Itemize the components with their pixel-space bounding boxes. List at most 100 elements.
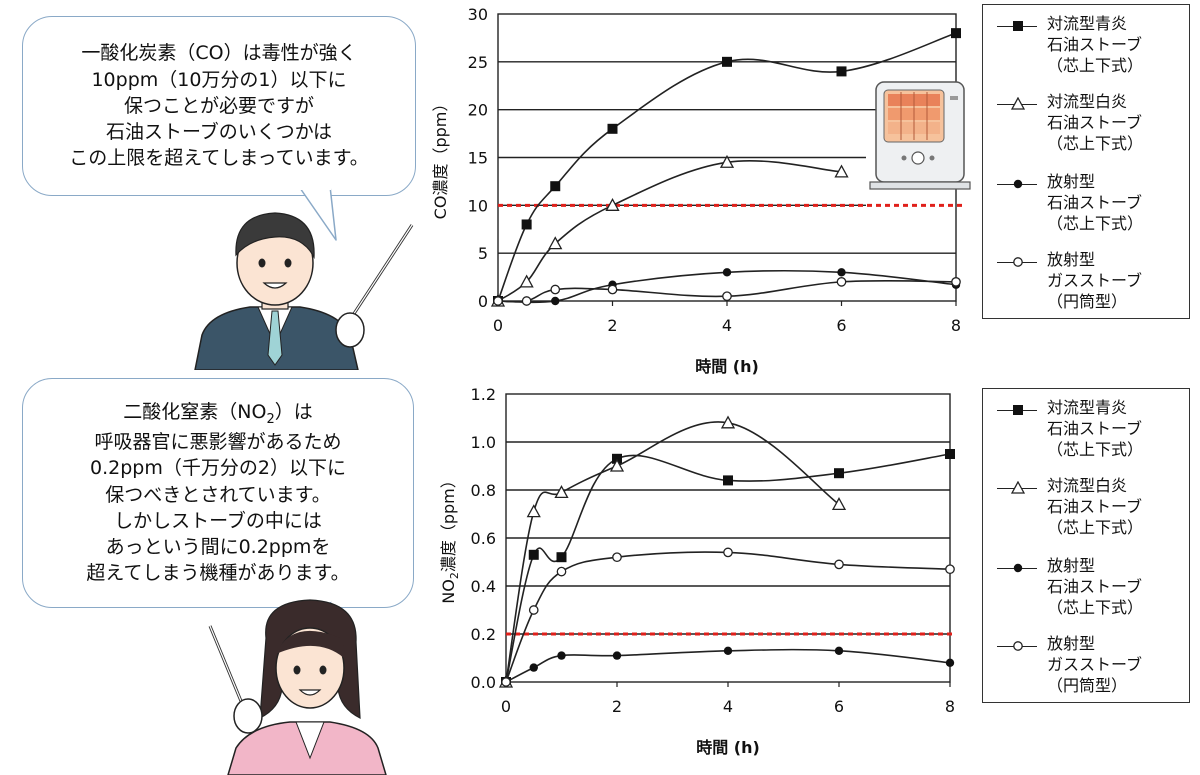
no2-concentration-chart: 0.0 0.2 0.4 0.6 0.8 1.0 1.2 0 2 4 6 8 時間 (h) NO2濃度（pp… bbox=[439, 385, 956, 757]
data-point-open-circle bbox=[607, 284, 618, 295]
data-point-open-circle bbox=[556, 566, 567, 577]
data-point-open-triangle bbox=[554, 485, 569, 499]
legend-label: 対流型青炎 石油ストーブ （芯上下式） bbox=[1047, 398, 1144, 459]
legend-marker-shape bbox=[1011, 97, 1025, 110]
data-point-filled-square bbox=[556, 552, 567, 563]
data-point-filled-circle bbox=[557, 651, 566, 660]
data-point-open-circle bbox=[836, 277, 847, 287]
data-point-filled-circle bbox=[722, 268, 732, 277]
legend-marker-filled-circle bbox=[1013, 179, 1023, 189]
x-tick-label: 2 bbox=[612, 697, 622, 716]
x-tick-label: 0 bbox=[493, 316, 503, 335]
series-filled-circle bbox=[501, 646, 955, 687]
data-point-filled-square bbox=[550, 181, 561, 192]
y-tick-label: 25 bbox=[468, 53, 488, 72]
series-line bbox=[505, 421, 840, 683]
y-tick-label: 0 bbox=[478, 292, 488, 311]
data-point-filled-square bbox=[834, 468, 844, 479]
legend-label: 対流型青炎 石油ストーブ （芯上下式） bbox=[1047, 14, 1144, 75]
data-point-open-circle bbox=[722, 291, 732, 302]
legend-marker-open-triangle bbox=[1011, 481, 1025, 494]
legend-marker-shape bbox=[1013, 257, 1023, 267]
data-point-filled-square bbox=[836, 66, 847, 77]
legend-label: 対流型白炎 石油ストーブ （芯上下式） bbox=[1047, 476, 1144, 537]
series-line bbox=[497, 159, 842, 302]
data-point-filled-square bbox=[528, 549, 539, 560]
x-tick-label: 2 bbox=[607, 316, 617, 335]
x-axis-label: 時間 (h) bbox=[695, 357, 759, 376]
series-open-circle bbox=[493, 277, 961, 306]
legend-marker-filled-square bbox=[1013, 21, 1023, 31]
no2-speech-bubble: 二酸化窒素（NO2）は 呼吸器官に悪影響があるため 0.2ppm（千万分の2）以… bbox=[22, 378, 414, 608]
legend-marker-filled-circle bbox=[1013, 563, 1023, 573]
data-point-open-circle bbox=[612, 552, 622, 563]
data-point-filled-square bbox=[951, 28, 961, 39]
x-tick-label: 6 bbox=[836, 316, 846, 335]
data-point-open-circle bbox=[493, 296, 503, 306]
legend-marker-filled-square bbox=[1013, 405, 1023, 415]
series-open-circle bbox=[501, 547, 955, 687]
data-point-open-circle bbox=[501, 677, 511, 687]
y-tick-label: 0.0 bbox=[471, 673, 496, 692]
data-point-open-triangle bbox=[605, 197, 620, 211]
data-point-open-circle bbox=[521, 296, 532, 306]
data-point-open-triangle bbox=[831, 497, 847, 511]
y-tick-label: 0.4 bbox=[471, 577, 496, 596]
legend-marker-open-circle bbox=[1013, 257, 1023, 267]
data-point-filled-square bbox=[945, 449, 955, 459]
x-tick-label: 8 bbox=[951, 316, 961, 335]
x-tick-label: 0 bbox=[501, 697, 511, 716]
x-tick-label: 4 bbox=[723, 697, 733, 716]
data-point-filled-circle bbox=[551, 296, 560, 306]
legend-marker-open-circle bbox=[1013, 641, 1023, 651]
data-point-filled-circle bbox=[837, 268, 846, 277]
data-point-open-circle bbox=[834, 559, 844, 570]
y-axis-label: CO濃度（ppm） bbox=[431, 96, 450, 220]
series-open-triangle bbox=[490, 154, 849, 307]
no2-bubble-line1-end: ）は bbox=[274, 401, 313, 424]
y-tick-label: 30 bbox=[468, 5, 488, 24]
data-point-open-triangle bbox=[519, 274, 534, 288]
data-point-filled-square bbox=[723, 475, 733, 486]
data-point-filled-square bbox=[722, 56, 732, 67]
data-point-filled-circle bbox=[612, 651, 622, 660]
data-point-open-circle bbox=[723, 547, 733, 558]
y-tick-label: 0.2 bbox=[471, 625, 496, 644]
co-concentration-chart: 0 5 10 15 20 25 30 0 2 4 6 8 時間 (h) CO濃度（ppm） bbox=[431, 5, 962, 376]
no2-bubble-subscript: 2 bbox=[266, 412, 275, 428]
data-point-open-triangle bbox=[609, 458, 625, 472]
no2-chart-legend: 対流型青炎 石油ストーブ （芯上下式） 対流型白炎 石油ストーブ （芯上下式） 放射… bbox=[982, 388, 1190, 703]
legend-label: 放射型 ガスストーブ （円筒型） bbox=[1047, 634, 1143, 695]
data-point-open-triangle bbox=[548, 236, 563, 250]
legend-marker-open-triangle bbox=[1011, 97, 1025, 110]
data-point-filled-square bbox=[521, 219, 532, 230]
no2-bubble-line1: 二酸化窒素（NO bbox=[123, 401, 267, 424]
x-tick-label: 6 bbox=[834, 697, 844, 716]
woman-with-pointer-illustration bbox=[208, 599, 387, 775]
y-tick-label: 10 bbox=[468, 196, 488, 215]
x-tick-label: 4 bbox=[722, 316, 732, 335]
legend-marker-shape bbox=[1013, 405, 1023, 415]
man-with-pointer-illustration bbox=[194, 212, 414, 370]
data-point-filled-circle bbox=[945, 658, 955, 667]
y-tick-label: 20 bbox=[468, 101, 488, 120]
data-point-open-triangle bbox=[720, 415, 736, 429]
y-tick-label: 0.6 bbox=[471, 529, 496, 548]
legend-marker-shape bbox=[1013, 563, 1023, 573]
data-point-open-triangle bbox=[719, 154, 735, 168]
legend-marker-shape bbox=[1011, 481, 1025, 494]
x-axis-label: 時間 (h) bbox=[696, 738, 760, 757]
series-open-triangle bbox=[498, 415, 847, 688]
data-point-filled-square bbox=[607, 123, 618, 134]
y-tick-label: 15 bbox=[468, 149, 488, 168]
legend-label: 放射型 ガスストーブ （円筒型） bbox=[1047, 250, 1143, 311]
legend-marker-shape bbox=[1013, 21, 1023, 31]
co-chart-legend: 対流型青炎 石油ストーブ （芯上下式） 対流型白炎 石油ストーブ （芯上下式） 放射… bbox=[982, 4, 1190, 319]
y-tick-label: 1.2 bbox=[471, 385, 496, 404]
data-point-filled-circle bbox=[723, 646, 733, 655]
data-point-open-circle bbox=[528, 605, 539, 615]
data-point-open-triangle bbox=[526, 504, 541, 518]
y-tick-label: 5 bbox=[478, 244, 488, 263]
y-axis-label: NO2濃度（ppm） bbox=[439, 472, 461, 603]
legend-marker-shape bbox=[1013, 179, 1023, 189]
